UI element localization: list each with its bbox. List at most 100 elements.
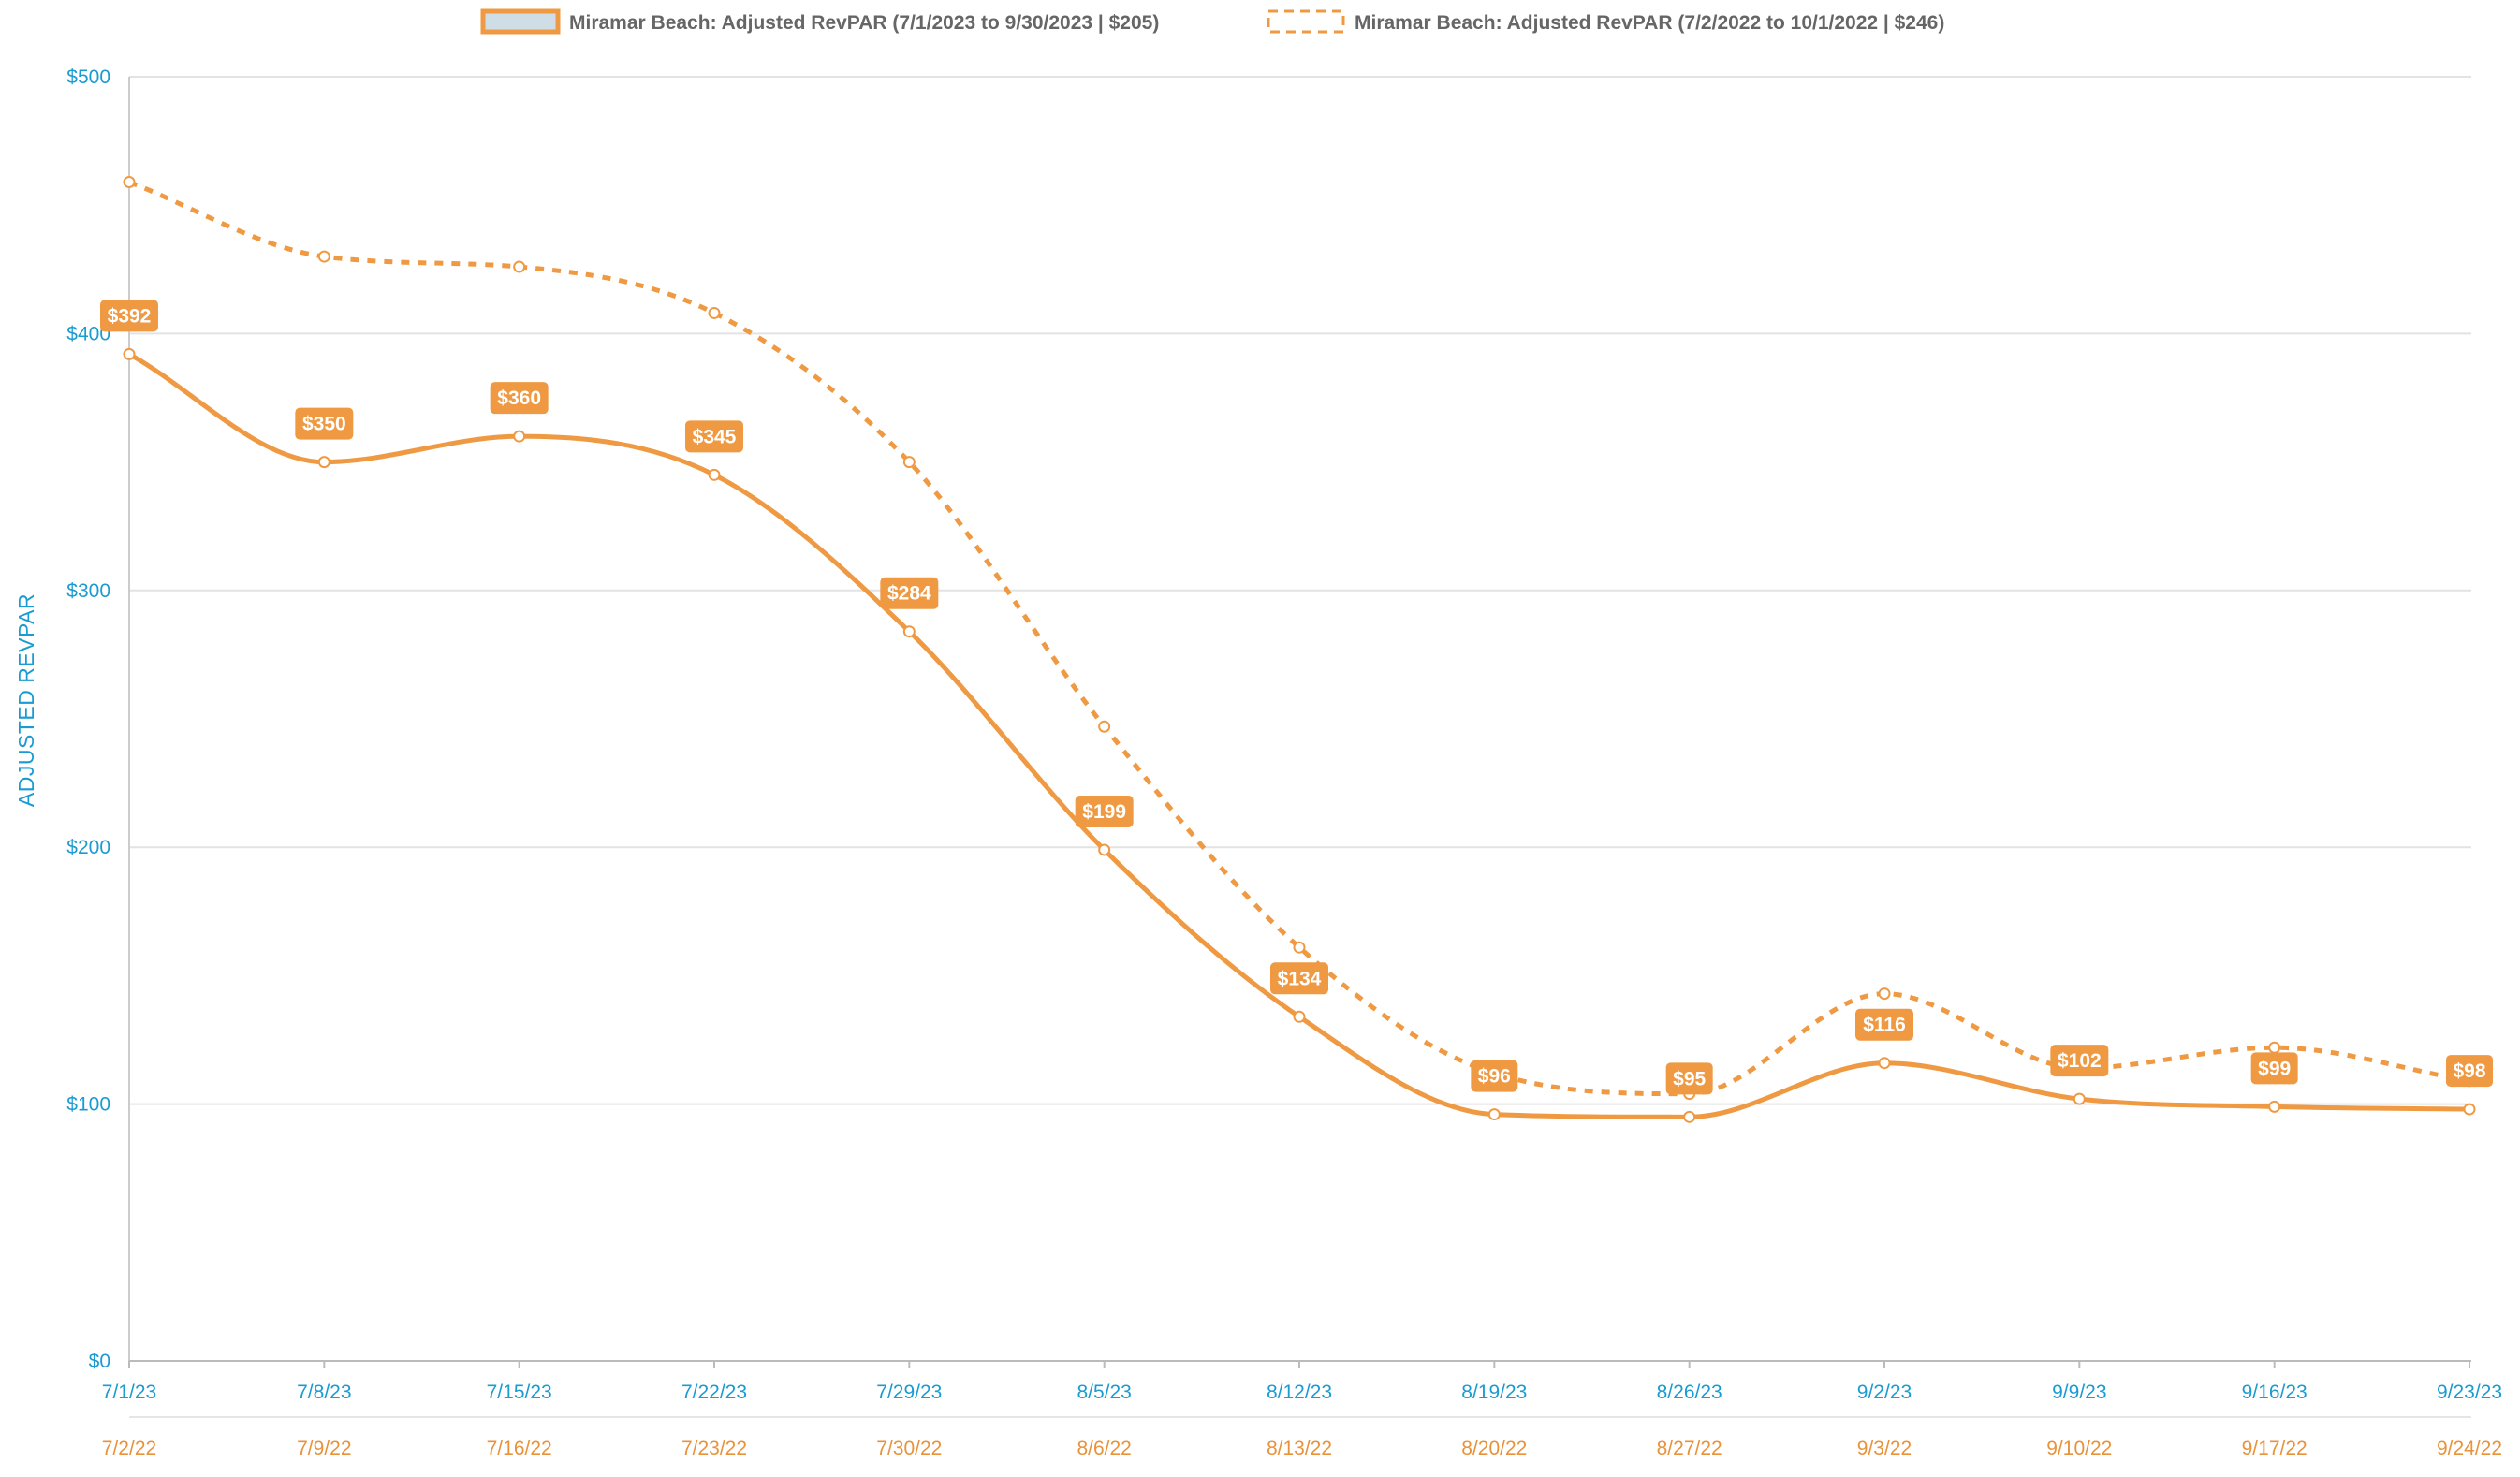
x-tick-label-prior: 9/10/22 bbox=[2046, 1438, 2112, 1459]
data-label-text: $284 bbox=[887, 583, 931, 605]
data-point-previous[interactable] bbox=[1098, 720, 1111, 733]
data-label: $284 bbox=[880, 577, 939, 609]
x-tick-label-prior: 8/27/22 bbox=[1657, 1438, 1722, 1459]
x-tick-label-prior: 7/9/22 bbox=[297, 1438, 351, 1459]
data-point-current[interactable] bbox=[1487, 1108, 1501, 1121]
data-label-box bbox=[1270, 962, 1328, 995]
data-label-text: $392 bbox=[108, 305, 152, 327]
data-label: $134 bbox=[1270, 962, 1328, 995]
x-tick-label: 8/5/23 bbox=[1077, 1382, 1131, 1403]
data-label-box bbox=[1855, 1008, 1913, 1041]
x-tick-label-prior: 7/2/22 bbox=[102, 1438, 156, 1459]
data-label: $345 bbox=[685, 420, 743, 453]
data-label-box bbox=[880, 577, 939, 609]
data-point-current[interactable] bbox=[317, 456, 330, 469]
y-axis-title: ADJUSTED REVPAR bbox=[14, 593, 38, 807]
y-tick-label: $0 bbox=[89, 1351, 110, 1372]
data-point-current[interactable] bbox=[902, 625, 916, 638]
data-label: $350 bbox=[295, 407, 354, 440]
data-point-current[interactable] bbox=[123, 347, 136, 360]
data-point-current[interactable] bbox=[2463, 1103, 2476, 1116]
x-tick-label: 7/15/23 bbox=[487, 1382, 552, 1403]
data-label-text: $360 bbox=[497, 388, 541, 409]
data-label: $98 bbox=[2446, 1055, 2493, 1088]
data-point-previous[interactable] bbox=[513, 260, 526, 273]
x-tick-label: 7/8/23 bbox=[297, 1382, 351, 1403]
data-label-text: $96 bbox=[1478, 1066, 1511, 1088]
data-point-current[interactable] bbox=[1293, 1010, 1306, 1023]
data-label-box bbox=[2050, 1045, 2109, 1077]
data-point-previous[interactable] bbox=[708, 306, 721, 319]
x-tick-label: 7/29/23 bbox=[876, 1382, 942, 1403]
data-point-current[interactable] bbox=[1878, 1057, 1891, 1070]
data-point-previous[interactable] bbox=[317, 250, 330, 263]
x-tick-label-prior: 7/23/22 bbox=[681, 1438, 747, 1459]
data-label: $392 bbox=[100, 300, 158, 332]
legend-label-current[interactable]: Miramar Beach: Adjusted RevPAR (7/1/2023… bbox=[569, 12, 1159, 34]
series-line-previous[interactable] bbox=[128, 180, 2470, 1097]
x-tick-label: 7/22/23 bbox=[681, 1382, 747, 1403]
data-label-box bbox=[1075, 795, 1134, 827]
y-tick-label: $100 bbox=[66, 1094, 110, 1116]
y-tick-label: $300 bbox=[66, 580, 110, 602]
data-label-text: $102 bbox=[2058, 1050, 2102, 1072]
data-label-text: $345 bbox=[693, 426, 737, 447]
data-point-current[interactable] bbox=[708, 468, 721, 481]
data-label: $199 bbox=[1075, 795, 1134, 827]
x-tick-label-prior: 8/20/22 bbox=[1461, 1438, 1527, 1459]
data-label-box bbox=[2446, 1055, 2493, 1088]
data-point-current[interactable] bbox=[2073, 1092, 2086, 1105]
data-label: $95 bbox=[1665, 1062, 1713, 1095]
data-point-previous[interactable] bbox=[123, 176, 136, 189]
data-point-previous[interactable] bbox=[1878, 987, 1891, 1001]
legend[interactable]: Miramar Beach: Adjusted RevPAR (7/1/2023… bbox=[480, 8, 1944, 35]
x-tick-label: 9/9/23 bbox=[2052, 1382, 2106, 1403]
data-point-current[interactable] bbox=[513, 430, 526, 443]
data-label-box bbox=[490, 382, 549, 415]
legend-swatch-previous[interactable] bbox=[1267, 9, 1345, 34]
data-point-previous[interactable] bbox=[2268, 1041, 2281, 1054]
data-label-text: $98 bbox=[2453, 1060, 2485, 1082]
x-tick-label-prior: 7/16/22 bbox=[487, 1438, 552, 1459]
x-tick-label: 7/1/23 bbox=[102, 1382, 156, 1403]
x-tick-label-prior: 8/13/22 bbox=[1267, 1438, 1332, 1459]
y-tick-label: $500 bbox=[66, 66, 110, 88]
x-tick-label-prior: 9/3/22 bbox=[1857, 1438, 1912, 1459]
data-point-previous[interactable] bbox=[902, 456, 916, 469]
data-label: $102 bbox=[2050, 1045, 2109, 1077]
legend-swatch-current[interactable] bbox=[480, 8, 561, 35]
data-label: $96 bbox=[1471, 1060, 1518, 1092]
x-tick-label: 9/16/23 bbox=[2242, 1382, 2308, 1403]
x-tick-label: 9/23/23 bbox=[2437, 1382, 2502, 1403]
data-label-box bbox=[100, 300, 158, 332]
data-label-text: $199 bbox=[1082, 801, 1126, 823]
data-label: $99 bbox=[2250, 1052, 2298, 1085]
data-label-box bbox=[1665, 1062, 1713, 1095]
data-label-text: $116 bbox=[1863, 1015, 1906, 1036]
x-tick-label: 8/19/23 bbox=[1461, 1382, 1527, 1403]
data-label-text: $99 bbox=[2258, 1058, 2291, 1079]
data-point-current[interactable] bbox=[1098, 843, 1111, 856]
data-point-previous[interactable] bbox=[1293, 941, 1306, 954]
data-label-box bbox=[685, 420, 743, 453]
x-axis-ticks: 7/1/23 7/2/22 7/8/23 7/9/22 7/15/23 7/16/22 7/… bbox=[102, 1361, 2502, 1459]
data-label-text: $134 bbox=[1278, 968, 1322, 989]
x-tick-label-prior: 9/24/22 bbox=[2437, 1438, 2502, 1459]
x-tick-label: 8/26/23 bbox=[1657, 1382, 1722, 1403]
x-tick-label: 9/2/23 bbox=[1857, 1382, 1912, 1403]
data-label: $116 bbox=[1855, 1008, 1913, 1041]
data-label-box bbox=[2250, 1052, 2298, 1085]
series-line-current[interactable] bbox=[126, 351, 2472, 1119]
data-label-box bbox=[1471, 1060, 1518, 1092]
y-axis-ticks: $0 $100 $200 $300 $400 $500 bbox=[66, 66, 110, 1372]
data-point-current[interactable] bbox=[2268, 1100, 2281, 1113]
legend-label-previous[interactable]: Miramar Beach: Adjusted RevPAR (7/2/2022… bbox=[1355, 12, 1944, 34]
data-label-text: $350 bbox=[302, 414, 346, 435]
x-tick-label-prior: 8/6/22 bbox=[1077, 1438, 1131, 1459]
data-label-text: $95 bbox=[1673, 1068, 1706, 1089]
data-labels: $392 $350 $360 $345 $284 $199 $134 $96 $95 $116 $1… bbox=[100, 300, 2493, 1095]
x-tick-label: 8/12/23 bbox=[1267, 1382, 1332, 1403]
y-tick-label: $200 bbox=[66, 837, 110, 858]
data-point-current[interactable] bbox=[1683, 1110, 1696, 1123]
